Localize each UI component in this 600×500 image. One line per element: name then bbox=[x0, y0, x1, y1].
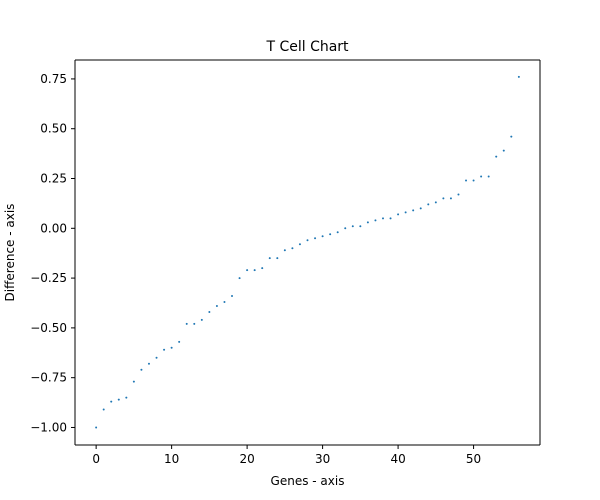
data-point bbox=[231, 295, 234, 298]
data-point bbox=[110, 400, 113, 403]
y-tick-label: −1.00 bbox=[30, 420, 67, 434]
data-point bbox=[261, 267, 264, 270]
data-point bbox=[291, 247, 294, 250]
y-tick-label: 0.50 bbox=[40, 122, 67, 136]
data-point bbox=[132, 380, 135, 383]
data-point bbox=[314, 237, 317, 240]
data-point bbox=[276, 257, 279, 260]
data-point bbox=[404, 211, 407, 214]
data-point bbox=[366, 221, 369, 224]
x-tick-label: 50 bbox=[466, 452, 481, 466]
data-point bbox=[480, 175, 483, 178]
data-point bbox=[238, 277, 241, 280]
data-point bbox=[472, 179, 475, 182]
data-point bbox=[397, 213, 400, 216]
y-tick-label: 0.25 bbox=[40, 172, 67, 186]
data-point bbox=[374, 219, 377, 222]
data-point bbox=[434, 201, 437, 204]
data-point bbox=[163, 348, 166, 351]
data-point bbox=[283, 249, 286, 252]
data-point bbox=[449, 197, 452, 200]
data-point bbox=[185, 322, 188, 325]
data-point bbox=[344, 227, 347, 230]
data-points bbox=[95, 75, 520, 429]
x-tick-label: 40 bbox=[390, 452, 405, 466]
data-point bbox=[495, 155, 498, 158]
x-tick-label: 10 bbox=[164, 452, 179, 466]
y-axis-ticks: −1.00 −0.75 −0.50 −0.25 0.00 0.25 0.50 0.75 bbox=[30, 72, 75, 434]
data-point bbox=[465, 179, 468, 182]
x-tick-label: 30 bbox=[315, 452, 330, 466]
chart-title: T Cell Chart bbox=[265, 39, 349, 55]
x-tick-label: 20 bbox=[239, 452, 254, 466]
y-tick-label: 0.00 bbox=[40, 221, 67, 235]
y-tick-label: −0.25 bbox=[30, 271, 67, 285]
data-point bbox=[208, 310, 211, 313]
data-point bbox=[457, 193, 460, 196]
data-point bbox=[268, 257, 271, 260]
data-point bbox=[147, 362, 150, 365]
data-point bbox=[95, 426, 98, 429]
axes-frame bbox=[74, 59, 541, 446]
y-tick-label: 0.75 bbox=[40, 72, 67, 86]
x-axis-label: Genes - axis bbox=[271, 474, 345, 488]
data-point bbox=[102, 408, 105, 411]
data-point bbox=[389, 217, 392, 220]
data-point bbox=[487, 175, 490, 178]
x-axis-ticks: 0 10 20 30 40 50 bbox=[92, 445, 481, 466]
data-point bbox=[253, 269, 256, 272]
data-point bbox=[427, 203, 430, 206]
data-point bbox=[321, 235, 324, 238]
y-tick-label: −0.50 bbox=[30, 321, 67, 335]
data-point bbox=[223, 300, 226, 303]
data-point bbox=[117, 398, 120, 401]
y-axis-label: Difference - axis bbox=[3, 204, 17, 302]
data-point bbox=[298, 243, 301, 246]
data-point bbox=[140, 368, 143, 371]
data-point bbox=[170, 346, 173, 349]
data-point bbox=[442, 197, 445, 200]
data-point bbox=[215, 304, 218, 307]
data-point bbox=[306, 239, 309, 242]
data-point bbox=[517, 75, 520, 78]
data-point bbox=[246, 269, 249, 272]
x-tick-label: 0 bbox=[92, 452, 100, 466]
data-point bbox=[155, 356, 158, 359]
data-point bbox=[336, 231, 339, 234]
data-point bbox=[359, 225, 362, 228]
data-point bbox=[502, 149, 505, 152]
data-point bbox=[200, 318, 203, 321]
data-point bbox=[381, 217, 384, 220]
plot-area bbox=[75, 60, 540, 445]
y-tick-label: −0.75 bbox=[30, 371, 67, 385]
data-point bbox=[351, 225, 354, 228]
data-point bbox=[419, 207, 422, 210]
data-point bbox=[329, 233, 332, 236]
data-point bbox=[125, 396, 128, 399]
data-point bbox=[510, 135, 513, 138]
data-point bbox=[412, 209, 415, 212]
data-point bbox=[193, 322, 196, 325]
data-point bbox=[178, 340, 181, 343]
